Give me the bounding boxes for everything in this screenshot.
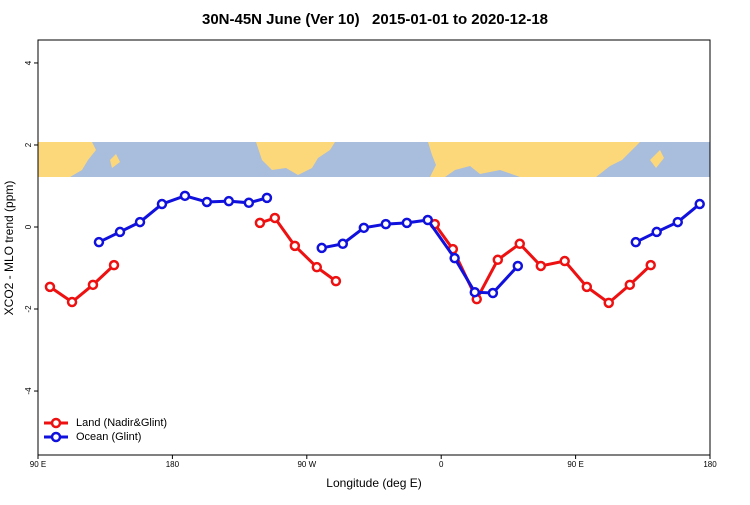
legend-label: Ocean (Glint): [76, 431, 141, 443]
data-point: [603, 297, 615, 309]
data-point: [492, 254, 504, 266]
y-tick-label: -4: [24, 387, 33, 395]
land-area: [256, 142, 335, 175]
map-band: [38, 142, 710, 177]
y-tick-label: -2: [24, 305, 33, 313]
y-tick-label: 4: [24, 60, 33, 65]
plot-frame: [37, 39, 711, 456]
data-point: [630, 236, 642, 248]
land-area: [650, 150, 664, 168]
data-point: [201, 196, 213, 208]
data-point: [581, 281, 593, 293]
chart-title: 30N-45N June (Ver 10) 2015-01-01 to 2020…: [202, 11, 548, 28]
data-point: [694, 198, 705, 210]
data-point: [514, 238, 525, 250]
land-area: [38, 142, 96, 177]
data-point: [87, 279, 99, 291]
x-tick-label: 180: [703, 460, 717, 469]
data-point: [44, 281, 56, 293]
data-point: [535, 260, 547, 272]
data-point: [261, 192, 273, 204]
data-point: [337, 238, 349, 250]
y-tick-label: 2: [24, 142, 33, 147]
data-point: [316, 242, 327, 254]
legend-label: Land (Nadir&Glint): [76, 417, 167, 429]
legend-marker: [50, 431, 62, 443]
data-point: [156, 198, 168, 210]
legend-marker: [50, 417, 62, 429]
data-point: [624, 279, 636, 291]
data-point: [645, 259, 656, 271]
data-point: [108, 259, 120, 271]
data-point: [401, 217, 413, 229]
data-point: [358, 222, 370, 234]
data-point: [243, 197, 255, 209]
data-point: [311, 261, 323, 273]
data-point: [469, 286, 481, 298]
land-area: [428, 142, 640, 177]
data-point: [559, 255, 570, 267]
data-point: [66, 296, 78, 308]
x-tick-label: 90 E: [567, 460, 583, 469]
data-point: [449, 252, 460, 264]
data-point: [487, 287, 499, 299]
data-point: [422, 214, 434, 226]
data-point: [134, 216, 146, 228]
x-tick-label: 180: [166, 460, 180, 469]
data-point: [269, 212, 281, 224]
data-point: [223, 195, 235, 207]
x-tick-label: 90 E: [30, 460, 46, 469]
data-point: [380, 218, 392, 230]
data-point: [93, 236, 105, 248]
x-tick-label: 90 W: [297, 460, 316, 469]
data-point: [289, 240, 301, 252]
data-point: [114, 226, 126, 238]
data-point: [651, 226, 662, 238]
data-point: [254, 217, 266, 229]
y-axis-label: XCO2 - MLO trend (ppm): [2, 181, 16, 316]
x-axis-label: Longitude (deg E): [326, 476, 421, 490]
y-tick-label: 0: [24, 224, 33, 229]
data-point: [330, 275, 342, 287]
x-tick-label: 0: [439, 460, 444, 469]
data-point: [179, 190, 191, 202]
data-point: [672, 216, 683, 228]
data-point: [512, 260, 524, 272]
land-area: [110, 154, 120, 168]
